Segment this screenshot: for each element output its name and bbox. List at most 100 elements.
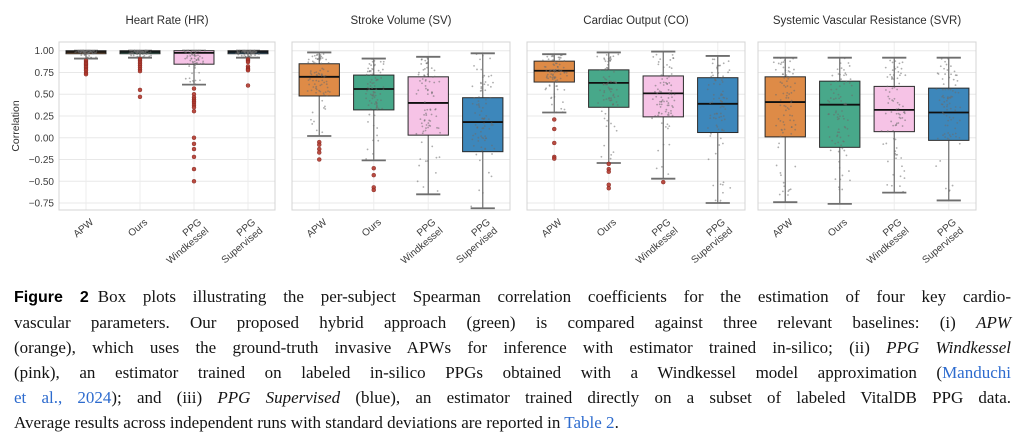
caption-line: et al., 2024); and (iii) PPG Supervised … bbox=[14, 385, 1011, 410]
caption-line: (pink), an estimator trained on labeled … bbox=[14, 360, 1011, 385]
outlier-point bbox=[606, 186, 611, 191]
panel-title: Stroke Volume (SV) bbox=[351, 15, 452, 27]
caption-text: (pink), an estimator trained on labeled … bbox=[14, 363, 943, 382]
svg-text:APW: APW bbox=[72, 217, 97, 240]
outlier-point bbox=[191, 179, 197, 184]
outlier-point bbox=[137, 68, 143, 74]
x-tick-label: Ours bbox=[826, 217, 850, 239]
caption-text: ); and (iii) bbox=[111, 388, 218, 407]
y-tick-label: −0.50 bbox=[29, 177, 55, 188]
figure-caption: Figure 2 Box plots illustrating the per-s… bbox=[14, 284, 1011, 435]
x-tick-label: APW bbox=[540, 217, 565, 240]
outlier-point bbox=[552, 140, 557, 146]
panel-title: Systemic Vascular Resistance (SVR) bbox=[773, 15, 961, 27]
box-ppg-supervised bbox=[928, 87, 970, 141]
outlier-point bbox=[191, 109, 197, 114]
svg-text:APW: APW bbox=[305, 217, 330, 240]
y-tick-label: 0.75 bbox=[35, 68, 55, 79]
y-axis-label: Correlation bbox=[10, 100, 22, 152]
y-tick-label: −0.75 bbox=[29, 199, 55, 210]
outlier-point bbox=[371, 172, 376, 178]
outlier-point bbox=[606, 161, 611, 167]
svg-text:Ours: Ours bbox=[595, 217, 619, 239]
outlier-point bbox=[191, 135, 197, 140]
outlier-point bbox=[191, 166, 197, 172]
outlier-point bbox=[191, 141, 197, 147]
outlier-point bbox=[552, 156, 557, 161]
caption-text: (blue), an estimator trained directly on… bbox=[340, 388, 1011, 407]
y-tick-label: 0.50 bbox=[35, 90, 55, 101]
box-ppg-supervised bbox=[697, 77, 739, 134]
baseline-name: PPG Supervised bbox=[217, 388, 341, 407]
caption-text: vascular parameters. Our proposed hybrid… bbox=[14, 313, 977, 332]
svg-text:APW: APW bbox=[540, 217, 565, 240]
outlier-point bbox=[317, 142, 322, 147]
outlier-point bbox=[191, 154, 197, 160]
y-tick-label: 0.00 bbox=[35, 133, 55, 144]
x-tick-label: APW bbox=[305, 217, 330, 240]
outlier-point bbox=[245, 59, 251, 65]
outlier-point bbox=[371, 166, 376, 171]
x-tick-label: APW bbox=[771, 217, 796, 240]
svg-text:Ours: Ours bbox=[360, 217, 384, 239]
x-tick-label: APW bbox=[72, 217, 97, 240]
outlier-point bbox=[661, 179, 666, 185]
outlier-point bbox=[137, 94, 143, 100]
svg-text:Ours: Ours bbox=[826, 217, 850, 239]
box-ours bbox=[353, 74, 395, 111]
x-tick-label: Ours bbox=[595, 217, 619, 239]
outlier-point bbox=[245, 83, 251, 88]
outlier-point bbox=[245, 68, 251, 73]
y-tick-label: −0.25 bbox=[29, 155, 55, 166]
caption-text: Box plots illustrating the per-subject S… bbox=[97, 287, 1011, 306]
outlier-point bbox=[191, 146, 197, 152]
outlier-point bbox=[191, 86, 197, 91]
box-ppg-windkessel bbox=[407, 76, 449, 136]
caption-text: . bbox=[614, 413, 619, 432]
baseline-name: PPG Windkessel bbox=[886, 338, 1011, 357]
box-ours bbox=[819, 80, 861, 148]
citation-link[interactable]: Manduchi bbox=[942, 363, 1011, 382]
citation-link[interactable]: et al., 2024 bbox=[14, 388, 112, 407]
outlier-point bbox=[191, 105, 197, 110]
box-ppg-supervised bbox=[462, 97, 504, 153]
caption-line: Figure 2 Box plots illustrating the per-s… bbox=[14, 284, 1011, 310]
panel-title: Cardiac Output (CO) bbox=[583, 15, 689, 27]
outlier-point bbox=[371, 187, 376, 193]
caption-text: Average results across independent runs … bbox=[14, 413, 565, 432]
caption-line: Average results across independent runs … bbox=[14, 410, 1011, 435]
svg-text:APW: APW bbox=[771, 217, 796, 240]
x-tick-label: Ours bbox=[126, 217, 150, 239]
outlier-point bbox=[552, 126, 557, 132]
panel-heart-rate-hr-: Heart Rate (HR) 1.00 0.75 0.50 0.25 0.00 −0.25… bbox=[10, 15, 276, 267]
table-2-link[interactable]: Table 2 bbox=[564, 413, 615, 432]
y-tick-label: 0.25 bbox=[35, 111, 55, 122]
y-tick-label: 1.00 bbox=[35, 46, 55, 57]
outlier-point bbox=[137, 87, 143, 93]
panel-title: Heart Rate (HR) bbox=[125, 15, 208, 27]
figure-label: Figure 2 bbox=[14, 289, 89, 306]
x-tick-label: Ours bbox=[360, 217, 384, 239]
boxplot-figure: Heart Rate (HR) 1.00 0.75 0.50 0.25 0.00 −0.25… bbox=[10, 15, 977, 267]
outlier-point bbox=[606, 169, 611, 174]
baseline-name: APW bbox=[976, 313, 1011, 332]
svg-text:Ours: Ours bbox=[126, 217, 150, 239]
outlier-point bbox=[317, 157, 322, 162]
caption-text: (orange), which uses the ground-truth in… bbox=[14, 338, 887, 357]
outlier-point bbox=[83, 72, 89, 77]
caption-line: vascular parameters. Our proposed hybrid… bbox=[14, 310, 1011, 335]
panel-systemic-vascular-resistance-svr-: Systemic Vascular Resistance (SVR) APW Our… bbox=[757, 15, 977, 267]
outlier-point bbox=[317, 150, 322, 155]
caption-line: (orange), which uses the ground-truth in… bbox=[14, 335, 1011, 360]
